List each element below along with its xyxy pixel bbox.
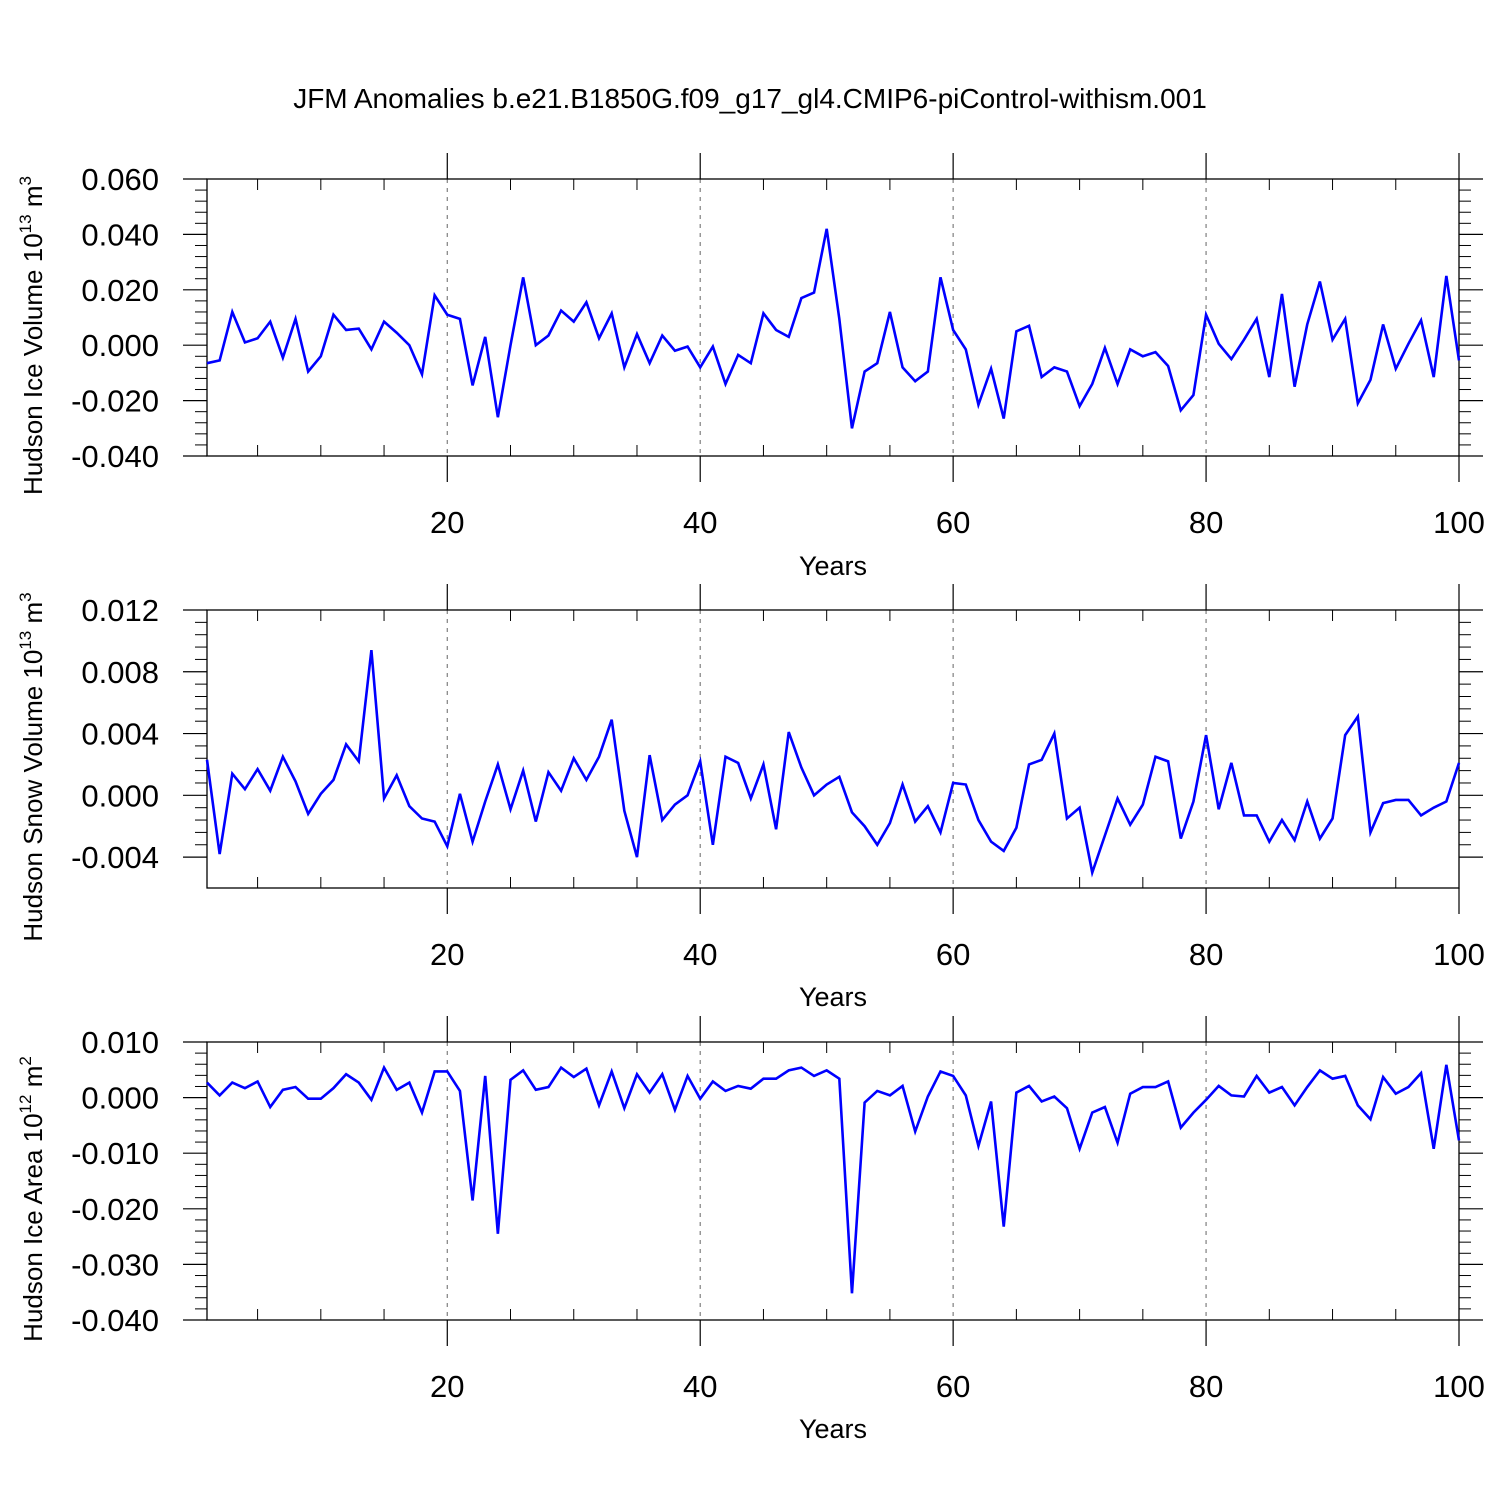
x-axis-label: Years: [799, 982, 867, 1012]
plot-frame: [206, 1041, 1460, 1321]
y-tick-label: 0.040: [81, 217, 159, 252]
series-line: [206, 228, 1461, 429]
x-tick-label: 20: [430, 505, 464, 540]
x-tick-label: 100: [1433, 505, 1485, 540]
x-tick-label: 80: [1189, 505, 1223, 540]
x-axis-label: Years: [799, 1414, 867, 1444]
x-tick-label: 40: [683, 505, 717, 540]
x-tick-label: 80: [1189, 1369, 1223, 1404]
y-tick-label: 0.060: [81, 162, 159, 197]
y-tick-label: -0.004: [71, 840, 159, 875]
x-tick-label: 20: [430, 1369, 464, 1404]
x-tick-label: 100: [1433, 1369, 1485, 1404]
x-tick-label: 60: [936, 1369, 970, 1404]
x-tick-label: 40: [683, 937, 717, 972]
y-tick-label: 0.000: [81, 328, 159, 363]
y-tick-label: -0.020: [71, 1192, 159, 1227]
series-line: [205, 650, 1461, 878]
y-tick-label: -0.040: [71, 439, 159, 474]
figure-title: JFM Anomalies b.e21.B1850G.f09_g17_gl4.C…: [293, 83, 1207, 114]
y-tick-label: 0.012: [81, 593, 159, 628]
y-tick-label: -0.030: [71, 1247, 159, 1282]
y-tick-label: -0.020: [71, 384, 159, 419]
y-tick-label: 0.010: [81, 1025, 159, 1060]
y-axis-label: Hudson Snow Volume 1013 m3: [16, 592, 48, 941]
x-axis-label: Years: [799, 551, 867, 581]
x-tick-label: 100: [1433, 937, 1485, 972]
y-tick-label: 0.020: [81, 273, 159, 308]
x-tick-label: 80: [1189, 937, 1223, 972]
y-tick-label: 0.000: [81, 1081, 159, 1116]
y-axis-label: Hudson Ice Volume 1013 m3: [16, 176, 48, 495]
plot-frame: [206, 178, 1460, 457]
y-tick-label: -0.010: [71, 1136, 159, 1171]
y-tick-label: 0.000: [81, 778, 159, 813]
y-tick-label: 0.008: [81, 655, 159, 690]
chart-panel-2: -0.004 0.000 0.004 0.008 0.012 20 40 60 80 100 Yea…: [16, 584, 1485, 1012]
x-tick-label: 20: [430, 937, 464, 972]
y-tick-label: -0.040: [71, 1303, 159, 1338]
x-tick-label: 40: [683, 1369, 717, 1404]
x-tick-label: 60: [936, 505, 970, 540]
chart-panel-3: -0.040 -0.030 -0.020 -0.010 0.000 0.010 20 40 60…: [16, 1016, 1485, 1444]
y-axis-label: Hudson Ice Area 1012 m2: [16, 1056, 48, 1342]
chart-panel-1: -0.040 -0.020 0.000 0.020 0.040 0.060 20 40 60 80…: [16, 153, 1485, 581]
plot-frame: [206, 609, 1460, 889]
series-line: [206, 1064, 1461, 1294]
x-tick-label: 60: [936, 937, 970, 972]
y-tick-label: 0.004: [81, 717, 159, 752]
